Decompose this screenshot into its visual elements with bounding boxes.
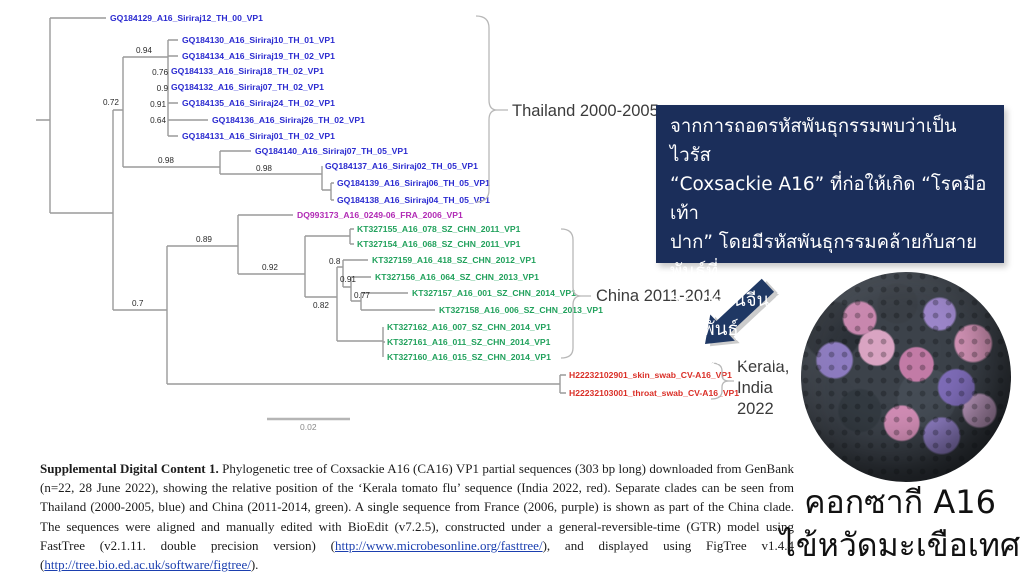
support-value: 0.92 (262, 263, 278, 272)
tip-label: GQ184131_A16_Siriraj01_TH_02_VP1 (182, 131, 335, 141)
support-value: 0.89 (196, 235, 212, 244)
tip-label: KT327158_A16_006_SZ_CHN_2013_VP1 (439, 305, 603, 315)
kerala-clade-label: Kerala, (737, 358, 789, 376)
tip-label: KT327156_A16_064_SZ_CHN_2013_VP1 (375, 272, 539, 282)
caption-lead: Supplemental Digital Content 1. (40, 461, 219, 476)
tip-label: KT327155_A16_078_SZ_CHN_2011_VP1 (357, 224, 521, 234)
support-value: 0.76 (152, 68, 168, 77)
tip-label: GQ184135_A16_Siriraj24_TH_02_VP1 (182, 98, 335, 108)
tree-branches (36, 17, 566, 394)
tip-label: GQ184140_A16_Siriraj07_TH_05_VP1 (255, 146, 408, 156)
support-value: 0.7 (132, 299, 144, 308)
tip-label: KT327154_A16_068_SZ_CHN_2011_VP1 (357, 239, 521, 249)
support-value: 0.94 (136, 46, 152, 55)
thailand-clade-label: Thailand 2000-2005 (512, 102, 659, 120)
kerala-clade-label: India (737, 379, 774, 397)
support-value: 0.72 (103, 98, 119, 107)
tip-label: GQ184132_A16_Siriraj07_TH_02_VP1 (171, 82, 324, 92)
tip-label: KT327160_A16_015_SZ_CHN_2014_VP1 (387, 352, 551, 362)
china-clade-label: China 2011-2014 (596, 287, 721, 305)
tip-label: GQ184138_A16_Siriraj04_TH_05_VP1 (337, 195, 490, 205)
tip-label: KT327161_A16_011_SZ_CHN_2014_VP1 (387, 337, 551, 347)
kerala-clade-bracket (710, 362, 734, 400)
figure-caption: Supplemental Digital Content 1. Phylogen… (40, 459, 794, 574)
tip-label: GQ184133_A16_Siriraj18_TH_02_VP1 (171, 66, 324, 76)
tip-label: GQ184137_A16_Siriraj02_TH_05_VP1 (325, 161, 478, 171)
support-value: 0.91 (340, 275, 356, 284)
support-value: 0.77 (354, 291, 370, 300)
caption-body: ), and displayed using FigTree v1.4.4 ( (40, 537, 794, 573)
china-clade-bracket (560, 228, 591, 359)
thailand-clade-bracket (475, 15, 508, 203)
support-value: 0.91 (150, 100, 166, 109)
phylogenetic-tree-svg: GQ184129_A16_Siriraj12_TH_00_VP1 GQ18413… (36, 13, 789, 432)
caption-body: ). (250, 557, 259, 573)
virus-capsid-image (801, 272, 1011, 482)
support-value: 0.9 (157, 84, 169, 93)
support-value: 0.98 (158, 156, 174, 165)
tip-label: H22232103001_throat_swab_CV-A16_VP1 (569, 388, 739, 398)
caption-link-fasttree[interactable]: http://www.microbesonline.org/fasttree/ (334, 537, 543, 553)
tip-label: GQ184136_A16_Siriraj26_TH_02_VP1 (212, 115, 365, 125)
tip-label: KT327157_A16_001_SZ_CHN_2014_VP1 (412, 288, 576, 298)
support-value: 0.98 (256, 164, 272, 173)
virus-name-caption: คอกซากี A16 ไข้หวัดมะเขือเทศ (775, 481, 1024, 567)
tip-label: GQ184134_A16_Siriraj19_TH_02_VP1 (182, 51, 335, 61)
support-value: 0.82 (313, 301, 329, 310)
scale-bar-label: 0.02 (300, 422, 317, 432)
caption-link-figtree[interactable]: http://tree.bio.ed.ac.uk/software/figtre… (44, 557, 251, 573)
support-value: 0.8 (329, 257, 341, 266)
virus-name-line-1: คอกซากี A16 (804, 483, 996, 521)
callout-box: จากการถอดรหัสพันธุกรรมพบว่าเป็นไวรัส “Co… (656, 105, 1004, 369)
virus-name-line-2: ไข้หวัดมะเขือเทศ (779, 526, 1021, 564)
tip-label: KT327159_A16_418_SZ_CHN_2012_VP1 (372, 255, 536, 265)
tip-label: GQ184139_A16_Siriraj06_TH_05_VP1 (337, 178, 490, 188)
support-value: 0.64 (150, 116, 166, 125)
caption-body: Phylogenetic tree of Coxsackie A16 (CA16… (40, 461, 794, 553)
tip-label: GQ184130_A16_Siriraj10_TH_01_VP1 (182, 35, 335, 45)
kerala-clade-label: 2022 (737, 400, 774, 418)
tip-label: H22232102901_skin_swab_CV-A16_VP1 (569, 370, 732, 380)
tip-label: KT327162_A16_007_SZ_CHN_2014_VP1 (387, 322, 551, 332)
tip-label: DQ993173_A16_0249-06_FRA_2006_VP1 (297, 210, 463, 220)
tip-label: GQ184129_A16_Siriraj12_TH_00_VP1 (110, 13, 263, 23)
